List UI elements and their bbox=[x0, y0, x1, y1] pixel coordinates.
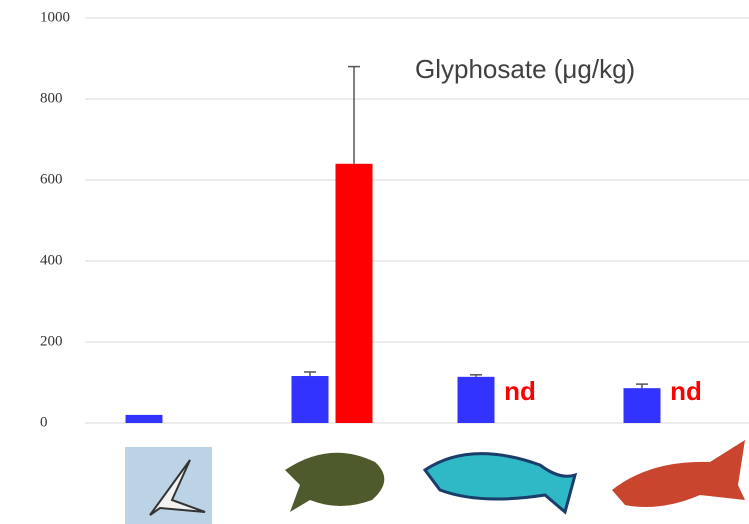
y-tick-label: 400 bbox=[40, 252, 63, 268]
value-label: nd bbox=[670, 376, 702, 406]
y-tick-label: 600 bbox=[40, 171, 63, 187]
bar bbox=[291, 376, 329, 423]
fish-image bbox=[612, 440, 745, 508]
fish-image bbox=[422, 452, 578, 515]
bird-image bbox=[149, 459, 206, 516]
y-tick-label: 800 bbox=[40, 90, 63, 106]
error-bar bbox=[348, 65, 360, 164]
species-images bbox=[125, 440, 745, 524]
chart-title: Glyphosate (μg/kg) bbox=[415, 54, 635, 84]
error-bar bbox=[636, 383, 648, 389]
bar bbox=[623, 388, 661, 423]
value-label: nd bbox=[504, 376, 536, 406]
bar bbox=[335, 163, 373, 424]
y-tick-label: 0 bbox=[40, 414, 48, 430]
error-bar bbox=[470, 374, 482, 377]
bar bbox=[125, 414, 163, 423]
fish-image bbox=[285, 452, 385, 512]
y-tick-label: 1000 bbox=[40, 9, 70, 25]
error-bar bbox=[304, 371, 316, 377]
bar bbox=[457, 376, 495, 423]
y-tick-label: 200 bbox=[40, 333, 63, 349]
